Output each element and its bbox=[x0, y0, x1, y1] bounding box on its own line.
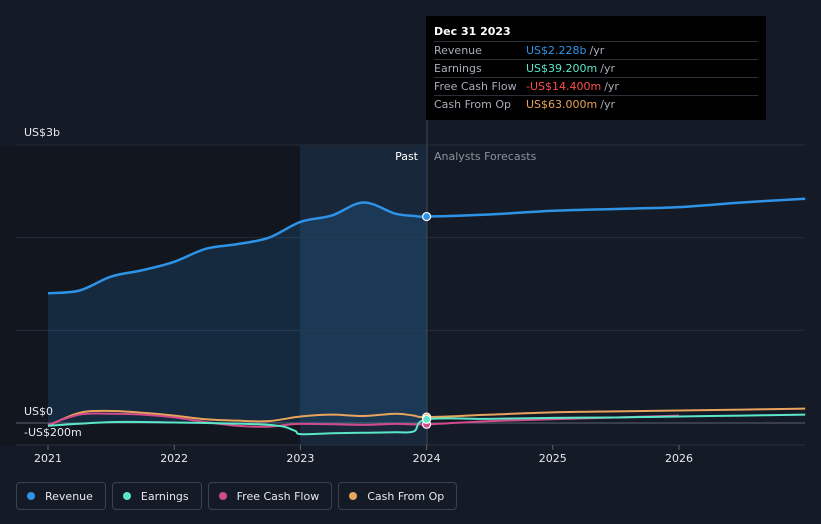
y-top-label: US$3b bbox=[24, 126, 60, 139]
marker-revenue[interactable] bbox=[422, 211, 432, 222]
legend-item-earnings[interactable]: Earnings bbox=[111, 482, 202, 510]
y-neg-label: -US$200m bbox=[24, 426, 82, 439]
x-axis: 2021 2022 2023 2024 2025 2026 bbox=[34, 445, 693, 465]
x-tick-label: 2023 bbox=[286, 452, 314, 465]
y-zero-label: US$0 bbox=[24, 405, 53, 418]
tooltip-row-label: Earnings bbox=[434, 62, 482, 75]
series-line-earnings bbox=[47, 413, 806, 436]
tooltip-row-value: -US$14.400m bbox=[526, 80, 602, 93]
legend-item-free-cash-flow[interactable]: Free Cash Flow bbox=[207, 482, 333, 510]
legend-dot-icon bbox=[27, 492, 35, 500]
x-tick-label: 2024 bbox=[413, 452, 441, 465]
legend-dot-icon bbox=[122, 492, 131, 500]
legend-label: Free Cash Flow bbox=[236, 489, 320, 503]
tooltip-row: Earnings US$39.200m/yr bbox=[434, 59, 758, 77]
highlight-band bbox=[300, 145, 427, 445]
tooltip-row-unit: /yr bbox=[604, 80, 619, 93]
series-markers bbox=[422, 211, 432, 429]
tooltip-date: Dec 31 2023 bbox=[434, 25, 511, 38]
x-tick-label: 2026 bbox=[665, 452, 693, 465]
tooltip-row-unit: /yr bbox=[600, 62, 615, 75]
legend-label: Earnings bbox=[140, 489, 189, 503]
tooltip-row-label: Cash From Op bbox=[434, 98, 512, 111]
legend-item-cash-from-op[interactable]: Cash From Op bbox=[338, 482, 458, 510]
tooltip-row-unit: /yr bbox=[589, 44, 605, 57]
series-lines bbox=[47, 197, 806, 436]
hover-tooltip: Dec 31 2023 Revenue US$2.228b/yr Earnings U… bbox=[426, 16, 766, 120]
tooltip-row-value: US$2.228b bbox=[526, 44, 587, 57]
tooltip-row-label: Free Cash Flow bbox=[434, 80, 517, 93]
tooltip-row-value: US$39.200m bbox=[526, 62, 598, 75]
revenue-area bbox=[48, 202, 427, 423]
tooltip-row: Free Cash Flow -US$14.400m/yr bbox=[434, 77, 758, 95]
legend: Revenue Earnings Free Cash Flow Cash From O… bbox=[16, 482, 458, 512]
x-tick-label: 2025 bbox=[539, 452, 567, 465]
series-line-free-cash-flow bbox=[47, 412, 680, 428]
series-line-revenue bbox=[47, 197, 806, 295]
legend-dot-icon bbox=[218, 492, 227, 500]
tooltip-row-unit: /yr bbox=[600, 98, 615, 111]
series-line-cash-from-op bbox=[47, 407, 806, 427]
tooltip-row-value: US$63.000m bbox=[526, 98, 598, 111]
marker-earnings[interactable] bbox=[422, 414, 432, 424]
tooltip-row-label: Revenue bbox=[434, 44, 482, 57]
legend-label: Revenue bbox=[45, 489, 93, 503]
past-label: Past bbox=[395, 150, 419, 163]
tooltip-row: Revenue US$2.228b/yr bbox=[434, 41, 758, 59]
legend-dot-icon bbox=[349, 492, 358, 500]
x-tick-label: 2021 bbox=[34, 452, 62, 465]
legend-item-revenue[interactable]: Revenue bbox=[16, 482, 106, 510]
tooltip-row: Cash From Op US$63.000m/yr bbox=[434, 95, 758, 113]
legend-label: Cash From Op bbox=[367, 489, 445, 503]
forecast-label: Analysts Forecasts bbox=[434, 150, 537, 163]
x-tick-label: 2022 bbox=[160, 452, 188, 465]
